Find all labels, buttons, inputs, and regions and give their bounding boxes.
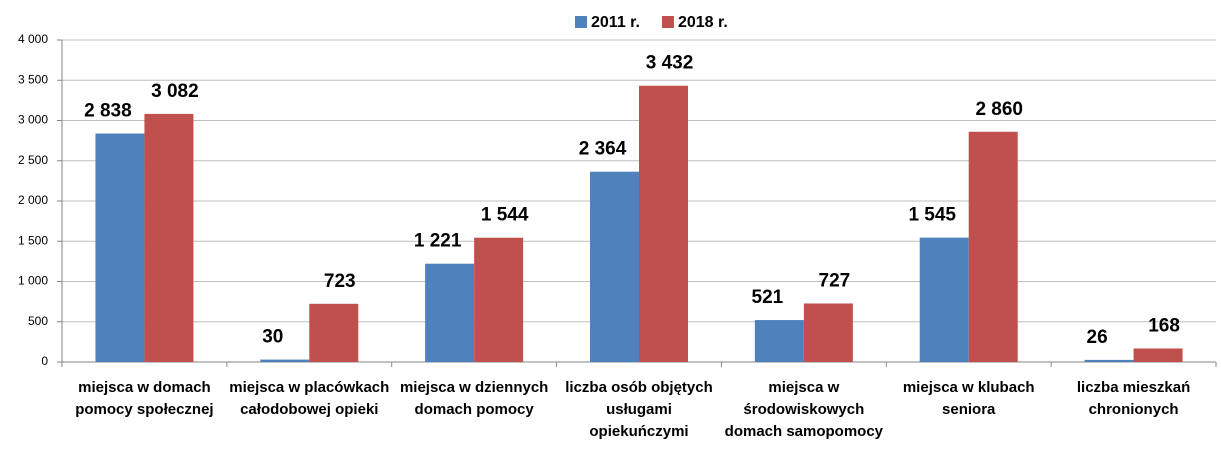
value-label: 2 364 bbox=[579, 139, 627, 160]
label-line: usługami bbox=[606, 401, 672, 418]
label-line: seniora bbox=[942, 401, 996, 418]
label-line: chronionych bbox=[1089, 401, 1179, 418]
legend-swatch bbox=[661, 16, 674, 28]
y-tick-label: 4 000 bbox=[18, 32, 48, 46]
bar bbox=[1084, 359, 1134, 362]
value-label: 26 bbox=[1087, 327, 1108, 348]
bar bbox=[590, 171, 639, 362]
x-tick-label: miejsca w klubach seniora bbox=[903, 379, 1035, 418]
x-tick-label: miejsca w domach pomocy społecznej bbox=[75, 379, 213, 418]
value-label: 2 860 bbox=[975, 99, 1023, 120]
bar bbox=[95, 133, 145, 362]
bar bbox=[309, 303, 359, 362]
legend-label: 2018 r. bbox=[678, 14, 728, 31]
bar bbox=[754, 320, 804, 362]
bar bbox=[919, 237, 969, 362]
label-line: liczba mieszkań bbox=[1077, 379, 1190, 396]
value-label: 3 432 bbox=[646, 53, 694, 74]
label-line: miejsca w placówkach bbox=[229, 379, 389, 396]
bar bbox=[1133, 348, 1183, 362]
bar bbox=[260, 359, 310, 362]
value-label: 3 082 bbox=[151, 81, 199, 102]
value-label: 1 545 bbox=[908, 205, 956, 226]
label-line: miejsca w klubach bbox=[903, 379, 1035, 396]
bar bbox=[803, 303, 853, 362]
y-tick-label: 3 000 bbox=[18, 113, 48, 127]
value-label: 723 bbox=[324, 271, 356, 292]
x-tick-label: liczba osób objętych usługami opiekuńczymi bbox=[565, 379, 713, 440]
y-tick-label: 500 bbox=[28, 314, 48, 328]
value-label: 168 bbox=[1148, 315, 1180, 336]
label-line: środowiskowych bbox=[743, 401, 864, 418]
label-line: miejsca w dziennych bbox=[400, 379, 548, 396]
y-tick-label: 1 000 bbox=[18, 274, 48, 288]
bar bbox=[968, 131, 1018, 362]
label-line: liczba osób objętych bbox=[565, 379, 713, 396]
value-label: 1 221 bbox=[414, 231, 462, 252]
y-tick-label: 2 000 bbox=[18, 193, 48, 207]
x-tick-label: miejsca w środowiskowych domach samopomocy bbox=[725, 379, 884, 440]
value-label: 2 838 bbox=[84, 101, 132, 122]
label-line: domach samopomocy bbox=[725, 423, 884, 440]
y-tick-label: 1 500 bbox=[18, 233, 48, 247]
y-tick-label: 2 500 bbox=[18, 153, 48, 167]
value-label: 1 544 bbox=[481, 205, 529, 226]
bar bbox=[474, 237, 524, 362]
x-tick-label: liczba mieszkań chronionych bbox=[1077, 379, 1190, 418]
label-line: miejsca w domach bbox=[78, 379, 211, 396]
y-tick-label: 3 500 bbox=[18, 72, 48, 86]
legend-swatch bbox=[575, 16, 587, 28]
value-label: 30 bbox=[262, 327, 283, 348]
legend-label: 2011 r. bbox=[591, 14, 640, 31]
label-line: całodobowej opieki bbox=[240, 401, 378, 418]
label-line: domach pomocy bbox=[415, 401, 535, 418]
bar bbox=[639, 85, 688, 362]
label-line: miejsca w bbox=[768, 379, 839, 396]
x-tick-label: miejsca w dziennych domach pomocy bbox=[400, 379, 548, 418]
label-line: opiekuńczymi bbox=[589, 423, 688, 440]
x-tick-label: miejsca w placówkach całodobowej opieki bbox=[229, 379, 389, 418]
value-label: 521 bbox=[752, 287, 784, 308]
label-line: pomocy społecznej bbox=[75, 401, 213, 418]
y-tick-label: 0 bbox=[41, 354, 48, 368]
bar bbox=[425, 263, 475, 362]
value-label: 727 bbox=[819, 270, 851, 291]
bar bbox=[144, 113, 194, 362]
